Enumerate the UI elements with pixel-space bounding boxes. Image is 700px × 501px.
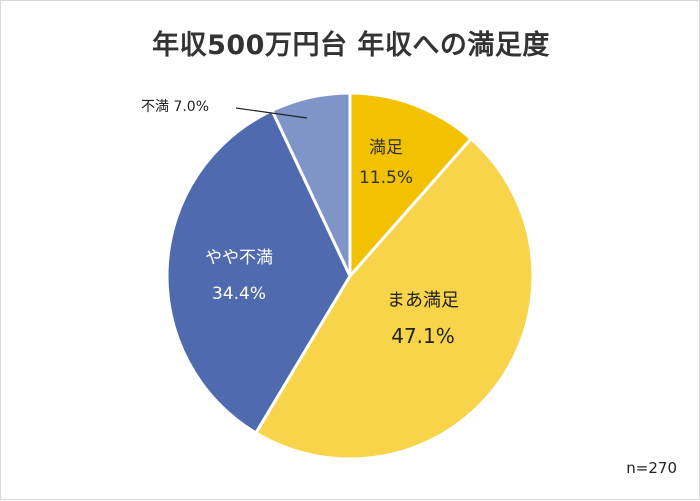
slice-value-3: 34.4% [212, 284, 266, 304]
slice-value-2: 47.1% [391, 324, 455, 348]
slice-label-4: 不満 7.0% [141, 99, 209, 115]
leader-line [235, 107, 308, 119]
chart-title: 年収500万円台 年収への満足度 [152, 30, 550, 61]
slice-label-1: 満足 [369, 138, 403, 158]
slice-label-2: まあ満足 [387, 290, 459, 311]
sample-size-note: n=270 [626, 459, 677, 477]
slice-value-1: 11.5% [359, 168, 413, 188]
pie-slice-2 [253, 136, 535, 461]
slice-label-3: やや不満 [205, 248, 273, 268]
pie-slice-4 [270, 91, 352, 277]
pie-slice-1 [348, 91, 474, 280]
pie-slice-3 [165, 108, 352, 435]
